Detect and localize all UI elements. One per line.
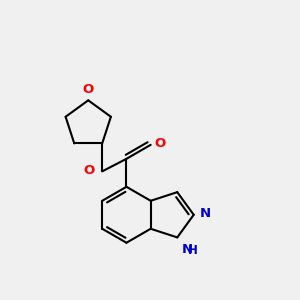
Text: O: O bbox=[154, 137, 166, 150]
Text: O: O bbox=[84, 164, 95, 177]
Text: N: N bbox=[182, 243, 193, 256]
Text: N: N bbox=[200, 207, 211, 220]
Text: O: O bbox=[82, 83, 94, 96]
Text: H: H bbox=[188, 244, 198, 257]
